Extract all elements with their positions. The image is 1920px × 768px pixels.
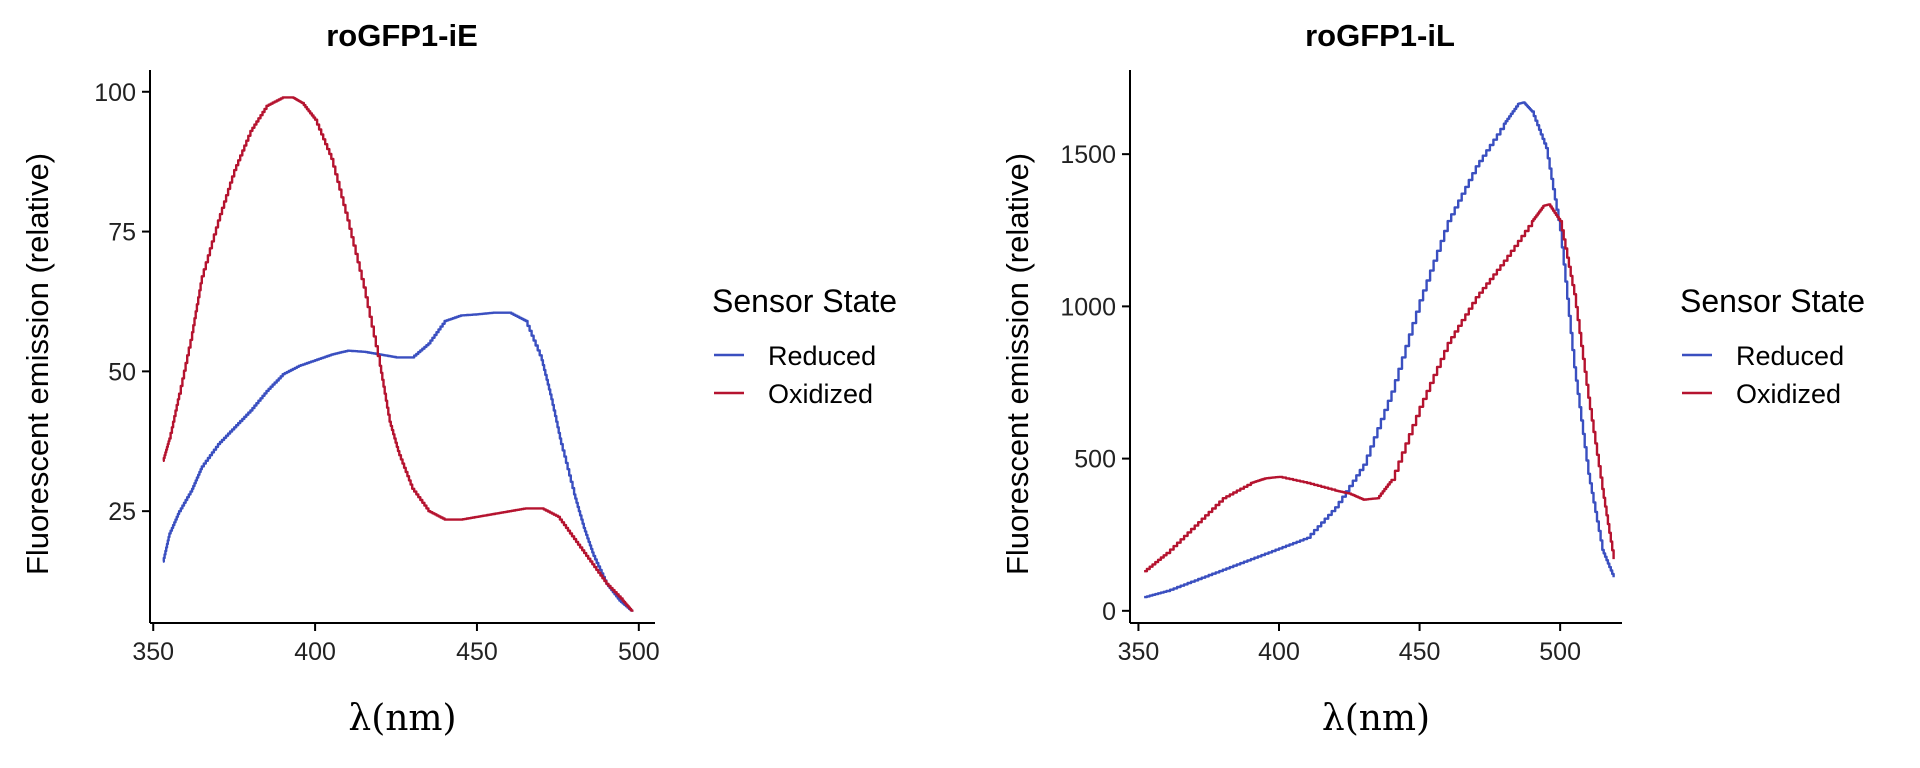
legend: Sensor State Reduced Oxidized: [1680, 283, 1865, 409]
x-axis-label: λ(nm): [348, 698, 456, 739]
y-tick-label: 0: [1102, 598, 1116, 626]
y-tick-label: 100: [94, 79, 136, 107]
x-tick-label: 500: [618, 638, 660, 666]
y-tick-label: 1000: [1060, 293, 1116, 321]
legend-title: Sensor State: [1680, 283, 1865, 319]
series-line-oxidized: [1144, 203, 1615, 573]
chart-title: roGFP1-iL: [1305, 18, 1455, 53]
legend-label: Reduced: [1736, 341, 1844, 371]
legend-label: Oxidized: [1736, 379, 1841, 409]
chart-panel-2: roGFP1-iL 350 400 450 500 0 500 1000 1500 λ(nm) Fl…: [1000, 18, 1865, 739]
y-tick-label: 25: [108, 498, 136, 526]
series-line-oxidized: [162, 96, 634, 612]
y-tick-label: 50: [108, 358, 136, 386]
x-tick-label: 350: [132, 638, 174, 666]
series-line-reduced: [1144, 101, 1615, 599]
chart-panel-1: roGFP1-iE 350 400 450 500 25 50 75 100 λ(nm) Fluor…: [20, 18, 897, 739]
x-axis-label: λ(nm): [1322, 698, 1430, 739]
y-tick-label: 500: [1074, 446, 1116, 474]
legend-label: Oxidized: [768, 379, 873, 409]
y-axis-label: Fluorescent emission (relative): [1000, 153, 1035, 575]
chart-title: roGFP1-iE: [326, 18, 478, 53]
x-tick-label: 350: [1118, 638, 1160, 666]
x-tick-label: 450: [1399, 638, 1441, 666]
y-tick-label: 75: [108, 219, 136, 247]
series-line-reduced: [162, 311, 634, 612]
x-tick-label: 400: [294, 638, 336, 666]
x-tick-label: 400: [1258, 638, 1300, 666]
y-axis-label: Fluorescent emission (relative): [20, 153, 55, 575]
x-tick-label: 500: [1539, 638, 1581, 666]
legend-title: Sensor State: [712, 283, 897, 319]
legend-label: Reduced: [768, 341, 876, 371]
x-tick-label: 450: [456, 638, 498, 666]
y-tick-label: 1500: [1060, 141, 1116, 169]
legend: Sensor State Reduced Oxidized: [712, 283, 897, 409]
